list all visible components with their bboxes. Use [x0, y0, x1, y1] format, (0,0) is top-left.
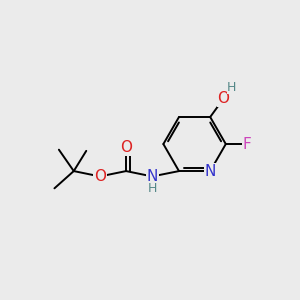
- Text: O: O: [120, 140, 132, 155]
- Text: H: H: [227, 81, 237, 94]
- Text: N: N: [146, 169, 158, 184]
- Text: H: H: [148, 182, 157, 195]
- Text: N: N: [205, 164, 216, 178]
- Text: F: F: [243, 136, 252, 152]
- Text: O: O: [94, 169, 106, 184]
- Text: O: O: [218, 91, 230, 106]
